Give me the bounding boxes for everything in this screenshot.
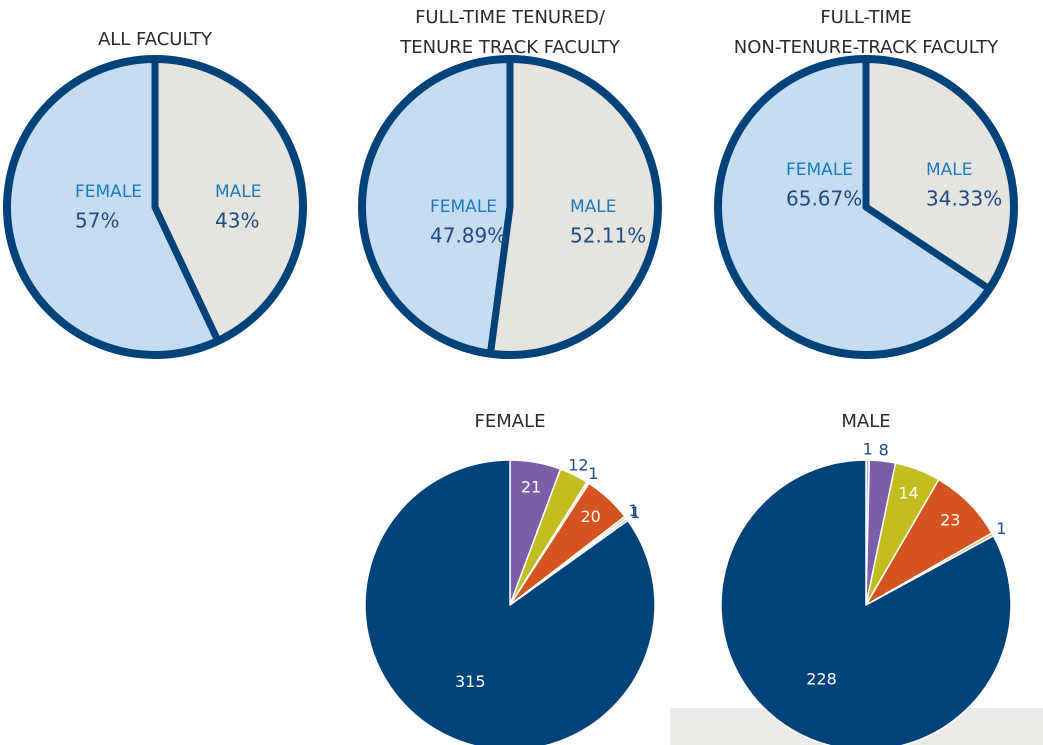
pie-outline (714, 55, 1018, 359)
slice-value-label: 14 (898, 483, 918, 502)
pie-slice (720, 459, 1012, 745)
slice-category: FEMALE (430, 197, 497, 217)
slice-value-label: 21 (521, 477, 541, 496)
chart-title: FEMALE (475, 411, 546, 432)
slice-value-label: 12 (568, 455, 588, 474)
slice-category: FEMALE (75, 182, 142, 202)
pie-outline (3, 55, 307, 359)
slice-value-label: 47.89% (430, 224, 506, 248)
slice-value-label: 1 (629, 501, 639, 520)
slice-value-label: 57% (75, 209, 119, 233)
pie-slice (364, 459, 656, 745)
slice-value-label: 23 (940, 511, 960, 530)
slice-value-label: 1 (588, 464, 598, 483)
slice-value-label: 1 (996, 519, 1006, 538)
slice-category: MALE (926, 160, 973, 180)
slice-value-label: 8 (879, 441, 889, 460)
slice-category: FEMALE (786, 160, 853, 180)
slice-value-label: 65.67% (786, 187, 862, 211)
chart-title: FULL-TIME TENURED/ (415, 7, 606, 28)
slice-value-label: 1 (630, 503, 640, 522)
slice-category: MALE (570, 197, 617, 217)
slice-value-label: 34.33% (926, 187, 1002, 211)
pie-outline (358, 55, 662, 359)
chart-title: MALE (841, 411, 890, 432)
chart-title: TENURE TRACK FACULTY (399, 37, 620, 58)
chart-title: NON-TENURE-TRACK FACULTY (734, 37, 1000, 58)
slice-value-label: 52.11% (570, 224, 646, 248)
slice-value-label: 1 (863, 440, 873, 459)
slice-value-label: 315 (455, 672, 486, 691)
slice-value-label: 20 (580, 507, 600, 526)
chart-title: FULL-TIME (820, 7, 911, 28)
slice-value-label: 43% (215, 209, 259, 233)
slice-value-label: 228 (806, 669, 837, 688)
chart-title: ALL FACULTY (98, 29, 213, 50)
slice-category: MALE (215, 182, 262, 202)
